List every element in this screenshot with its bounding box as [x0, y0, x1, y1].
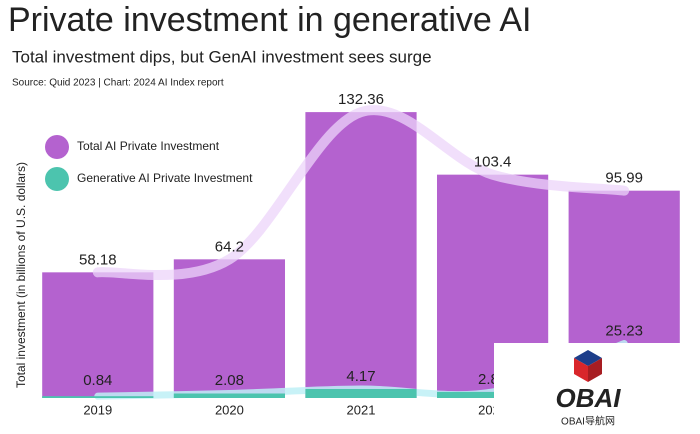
- logo-left: [574, 358, 588, 382]
- legend: Total AI Private Investment Generative AI…: [45, 135, 253, 191]
- bar: [436, 391, 549, 398]
- watermark: OBAI OBAI导航网: [494, 343, 700, 434]
- value-label: 25.23: [605, 322, 643, 339]
- value-label: 2.08: [215, 372, 244, 389]
- chart-source: Source: Quid 2023 | Chart: 2024 AI Index…: [12, 78, 224, 89]
- value-label: 58.18: [79, 251, 117, 268]
- x-tick-label: 2021: [347, 402, 376, 417]
- bar: [173, 393, 286, 398]
- value-label: 103.4: [474, 154, 512, 171]
- trend-line: [92, 105, 630, 281]
- bar: [173, 259, 286, 398]
- watermark-logo: OBAI: [556, 383, 622, 413]
- legend-label: Generative AI Private Investment: [77, 171, 253, 185]
- chart-title: Private investment in generative AI: [8, 1, 532, 39]
- x-tick-label: 2019: [83, 402, 112, 417]
- watermark-caption: OBAI导航网: [561, 415, 615, 428]
- bar: [305, 112, 417, 398]
- bar: [42, 272, 154, 398]
- value-label: 0.84: [83, 372, 112, 389]
- bar: [305, 388, 417, 398]
- legend-swatch: [45, 135, 69, 159]
- bar: [42, 396, 154, 398]
- value-label: 95.99: [605, 170, 643, 187]
- x-tick-label: 2020: [215, 402, 244, 417]
- value-label: 132.36: [338, 91, 384, 108]
- legend-label: Total AI Private Investment: [77, 139, 220, 153]
- legend-swatch: [45, 167, 69, 191]
- value-label: 4.17: [346, 368, 375, 385]
- chart-subtitle: Total investment dips, but GenAI investm…: [12, 47, 432, 66]
- logo-right: [588, 358, 602, 382]
- value-label: 64.2: [215, 238, 244, 255]
- y-axis-label: Total investment (in billions of U.S. do…: [14, 162, 28, 388]
